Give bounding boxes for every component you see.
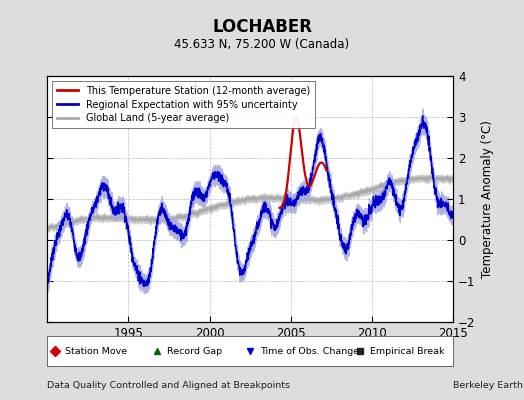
Legend: This Temperature Station (12-month average), Regional Expectation with 95% uncer: This Temperature Station (12-month avera… bbox=[52, 81, 315, 128]
Text: 45.633 N, 75.200 W (Canada): 45.633 N, 75.200 W (Canada) bbox=[174, 38, 350, 51]
Text: LOCHABER: LOCHABER bbox=[212, 18, 312, 36]
Text: Data Quality Controlled and Aligned at Breakpoints: Data Quality Controlled and Aligned at B… bbox=[47, 382, 290, 390]
Text: Empirical Break: Empirical Break bbox=[370, 346, 444, 356]
Text: Berkeley Earth: Berkeley Earth bbox=[453, 382, 523, 390]
Text: Record Gap: Record Gap bbox=[167, 346, 222, 356]
Y-axis label: Temperature Anomaly (°C): Temperature Anomaly (°C) bbox=[481, 120, 494, 278]
Text: Station Move: Station Move bbox=[66, 346, 127, 356]
Text: Time of Obs. Change: Time of Obs. Change bbox=[260, 346, 359, 356]
